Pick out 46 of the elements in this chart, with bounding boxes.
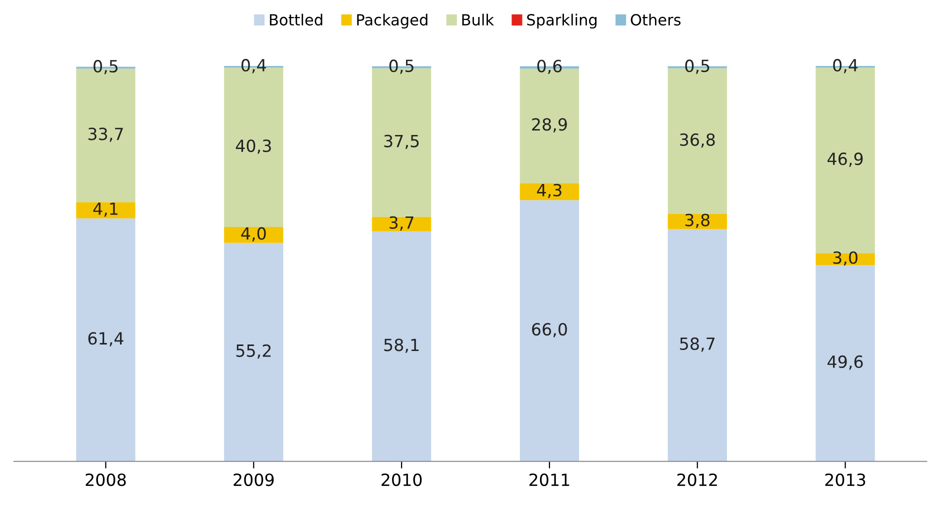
data-label: 3,0 — [833, 251, 858, 266]
x-tick-label: 2010 — [382, 473, 422, 486]
legend-label: Sparkling — [527, 14, 596, 29]
data-label: 46,9 — [828, 152, 863, 167]
bar — [224, 227, 284, 243]
bar — [372, 231, 432, 462]
bar — [76, 218, 136, 462]
data-label: 40,3 — [236, 139, 271, 154]
data-label: 58,7 — [680, 337, 715, 352]
bar — [816, 265, 875, 462]
data-label: 0,4 — [833, 58, 858, 74]
bar — [520, 200, 580, 462]
x-tick-label: 2012 — [677, 473, 717, 486]
data-label: 36,8 — [680, 133, 715, 148]
x-tick-label: 2011 — [529, 473, 570, 486]
x-tick-label: 2008 — [86, 473, 126, 486]
bar — [224, 242, 284, 462]
data-label: 3,8 — [685, 214, 710, 228]
bar — [520, 183, 580, 200]
data-label: 37,5 — [384, 134, 419, 150]
x-tick-label: 2009 — [234, 473, 274, 486]
data-label: 66,0 — [532, 322, 567, 338]
data-label: 4,0 — [241, 227, 266, 242]
data-label: 0,4 — [242, 58, 266, 74]
data-label: 61,4 — [88, 332, 124, 346]
data-label: 4,1 — [93, 202, 118, 217]
bar — [668, 229, 727, 462]
data-label: 33,7 — [88, 128, 123, 142]
data-label: 0,6 — [537, 60, 562, 74]
legend-label: Bulk — [462, 14, 494, 26]
data-label: 49,6 — [828, 355, 863, 370]
x-tick-label: 2013 — [825, 473, 866, 486]
bar — [372, 216, 432, 232]
legend-label: Others — [630, 14, 681, 26]
data-label: 58,1 — [384, 338, 419, 353]
bar — [816, 253, 875, 266]
data-label: 0,5 — [685, 60, 710, 74]
data-label: 28,9 — [532, 118, 567, 132]
bar — [76, 202, 136, 218]
legend-label: Bottled — [270, 14, 322, 26]
legend-label: Packaged — [357, 14, 428, 29]
data-label: 0,5 — [94, 60, 118, 74]
data-label: 4,3 — [537, 184, 562, 198]
data-label: 55,2 — [236, 344, 271, 359]
data-label: 3,7 — [390, 216, 414, 231]
data-label: 0,5 — [389, 60, 414, 74]
